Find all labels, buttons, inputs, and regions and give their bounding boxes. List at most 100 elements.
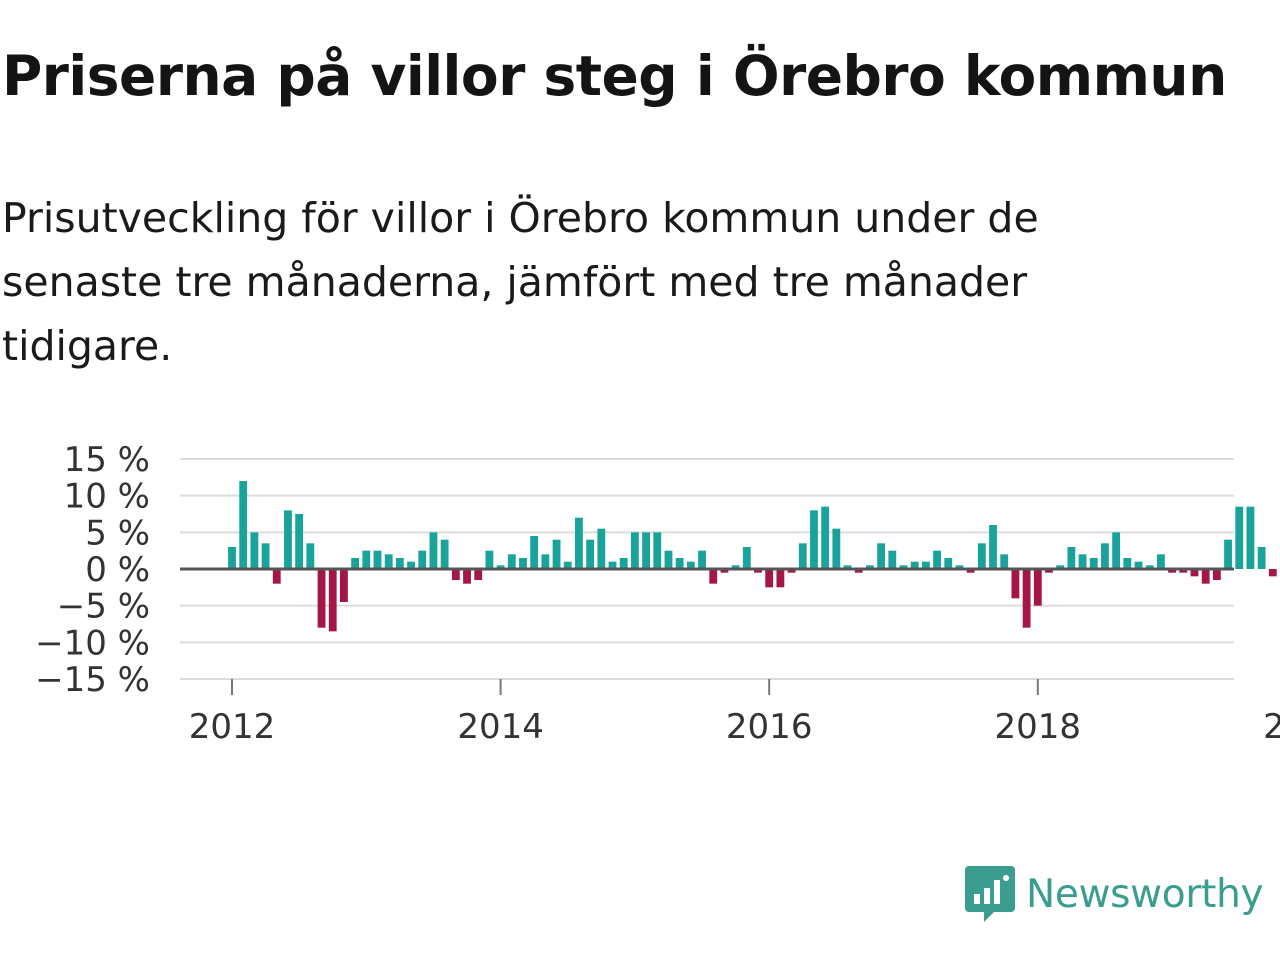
bar — [507, 554, 516, 569]
bar — [854, 569, 863, 573]
bar — [977, 543, 986, 569]
bar — [261, 543, 270, 569]
bar — [955, 565, 964, 569]
bar — [541, 554, 550, 569]
bar — [373, 550, 382, 569]
bar — [966, 569, 975, 573]
newsworthy-logo-icon — [965, 866, 1015, 922]
bar — [698, 550, 706, 569]
bar — [1179, 569, 1188, 573]
bar — [1201, 569, 1210, 584]
bar — [742, 547, 751, 569]
bar — [239, 481, 248, 569]
bar — [642, 532, 650, 569]
bar — [284, 510, 292, 569]
y-tick-label: 15 % — [64, 440, 150, 480]
bar — [1101, 543, 1109, 569]
bar — [921, 561, 930, 569]
bar — [765, 569, 774, 588]
bar — [362, 550, 371, 569]
bar — [675, 558, 684, 569]
axis-layer — [180, 567, 1234, 695]
price-change-chart: 15 %10 %5 %0 %−5 %−10 %−15 % 2012 2014 2016… — [35, 440, 1280, 747]
bar — [1134, 561, 1143, 569]
bar — [586, 539, 595, 569]
bar — [317, 569, 326, 628]
bar — [944, 558, 953, 569]
chart-title: Priserna på villor steg i Örebro kommun — [2, 44, 1227, 108]
bar — [575, 517, 583, 569]
bar — [1022, 569, 1031, 628]
bar — [1078, 554, 1087, 569]
bar — [328, 569, 337, 632]
bar — [1268, 569, 1277, 577]
bar — [463, 569, 471, 584]
bar — [630, 532, 639, 569]
bar — [552, 539, 561, 569]
newsworthy-logo: Newsworthy — [964, 864, 1264, 924]
bar — [798, 543, 807, 569]
bar — [1235, 506, 1244, 569]
bar — [619, 558, 628, 569]
bar — [1212, 569, 1221, 580]
bar — [787, 569, 796, 573]
bar — [888, 550, 897, 569]
bar — [832, 528, 841, 569]
bar — [731, 565, 740, 569]
y-tick-label: −15 % — [35, 660, 150, 700]
bar — [933, 550, 941, 569]
bar — [485, 550, 494, 569]
bar — [664, 550, 673, 569]
bar — [351, 558, 360, 569]
bar — [1056, 565, 1065, 569]
bar — [295, 514, 304, 569]
bar — [340, 569, 348, 602]
bar — [395, 558, 404, 569]
y-tick-label: 5 % — [85, 513, 150, 553]
bar — [1145, 565, 1154, 569]
bar — [228, 547, 236, 569]
bar — [989, 525, 997, 569]
bar — [597, 528, 606, 569]
bar — [1224, 539, 1232, 569]
bar — [709, 569, 718, 584]
bar — [272, 569, 281, 584]
bar — [563, 561, 572, 569]
bar — [686, 561, 695, 569]
y-tick-label: −5 % — [57, 587, 150, 627]
x-tick-label: 2020 — [1263, 707, 1280, 747]
x-tick-label: 2012 — [189, 707, 276, 747]
bar — [451, 569, 460, 580]
bar — [429, 532, 438, 569]
x-tick-label: 2018 — [995, 707, 1082, 747]
bar — [608, 561, 617, 569]
bar — [910, 561, 919, 569]
y-tick-label: −10 % — [35, 623, 150, 663]
bar — [720, 569, 729, 573]
bar — [810, 510, 818, 569]
grid-layer — [180, 458, 1234, 680]
bar — [384, 554, 393, 569]
bar — [1257, 547, 1266, 569]
bars-layer — [228, 481, 1277, 632]
bar — [496, 565, 505, 569]
bar — [843, 565, 852, 569]
bar — [1011, 569, 1020, 599]
bar — [776, 569, 785, 588]
brand-name: Newsworthy — [1026, 871, 1264, 917]
bar — [866, 565, 874, 569]
bar — [519, 558, 527, 569]
bar — [530, 536, 539, 569]
bar — [1168, 569, 1177, 573]
bar — [1000, 554, 1009, 569]
bar — [1045, 569, 1053, 573]
bar — [877, 543, 886, 569]
bar — [418, 550, 427, 569]
bar — [474, 569, 483, 580]
bar — [899, 565, 908, 569]
bar — [1089, 558, 1098, 569]
x-tick-label: 2016 — [726, 707, 813, 747]
bar — [653, 532, 662, 569]
bar — [821, 506, 830, 569]
bar — [1246, 506, 1255, 569]
